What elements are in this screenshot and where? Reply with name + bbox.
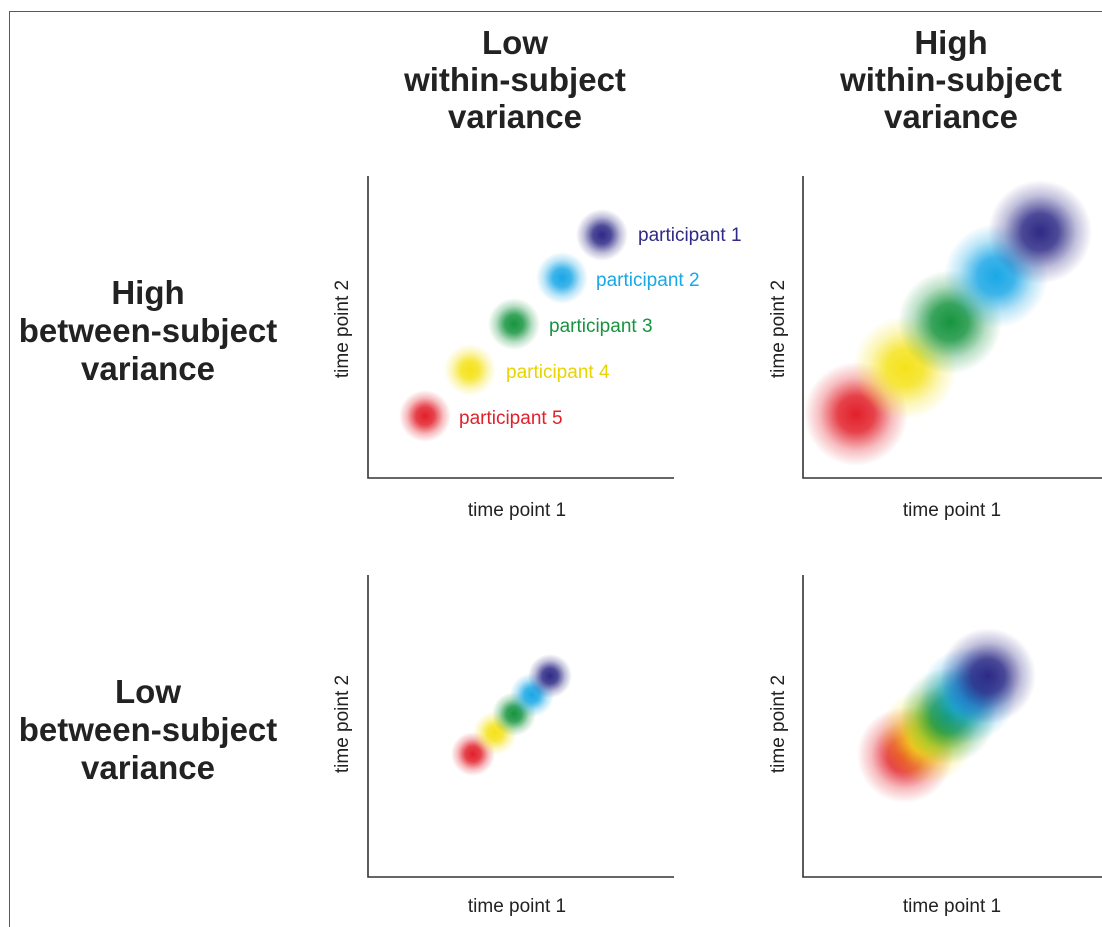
row-title-line: Low xyxy=(115,673,181,710)
participant-2-label: participant 2 xyxy=(596,270,700,291)
y-axis-label: time point 2 xyxy=(332,674,353,774)
y-axis-label: time point 2 xyxy=(768,674,789,774)
x-axis-label: time point 1 xyxy=(902,896,1002,917)
row-title-line: High xyxy=(111,274,185,311)
column-title-line: variance xyxy=(448,98,582,135)
figure-frame xyxy=(9,11,1102,927)
participant-2-point xyxy=(536,252,588,304)
participant-1-point xyxy=(528,654,572,698)
participant-1-point xyxy=(576,209,628,261)
column-title-line: within-subject xyxy=(840,61,1062,98)
column-title-low-within: Low within-subject variance xyxy=(365,24,665,135)
participant-5-point xyxy=(399,390,451,442)
participant-1-label: participant 1 xyxy=(638,225,742,246)
column-title-line: variance xyxy=(884,98,1018,135)
axis-lines-high-between-low-within xyxy=(367,176,674,479)
participant-1-point xyxy=(940,628,1036,724)
axis-lines-low-between-low-within xyxy=(367,575,674,878)
participant-3-label: participant 3 xyxy=(549,316,653,337)
column-title-high-within: High within-subject variance xyxy=(801,24,1101,135)
participant-4-label: participant 4 xyxy=(506,362,610,383)
row-title-line: variance xyxy=(81,350,215,387)
x-axis-label: time point 1 xyxy=(902,500,1002,521)
x-axis-label: time point 1 xyxy=(467,896,567,917)
row-title-low-between: Low between-subject variance xyxy=(0,673,298,787)
row-title-line: between-subject xyxy=(18,312,278,349)
y-axis-label: time point 2 xyxy=(332,279,353,379)
row-title-line: variance xyxy=(81,749,215,786)
participant-5-label: participant 5 xyxy=(459,408,563,429)
column-title-line: Low xyxy=(482,24,548,61)
row-title-high-between: High between-subject variance xyxy=(0,274,298,388)
participant-1-point xyxy=(988,180,1092,284)
y-axis-label: time point 2 xyxy=(768,279,789,379)
axis-lines-high-between-high-within xyxy=(802,176,1102,479)
row-title-line: between-subject xyxy=(18,711,278,748)
participant-3-point xyxy=(488,298,540,350)
column-title-line: within-subject xyxy=(404,61,626,98)
x-axis-label: time point 1 xyxy=(467,500,567,521)
column-title-line: High xyxy=(914,24,988,61)
participant-4-point xyxy=(444,344,496,396)
axis-lines-low-between-high-within xyxy=(802,575,1102,878)
